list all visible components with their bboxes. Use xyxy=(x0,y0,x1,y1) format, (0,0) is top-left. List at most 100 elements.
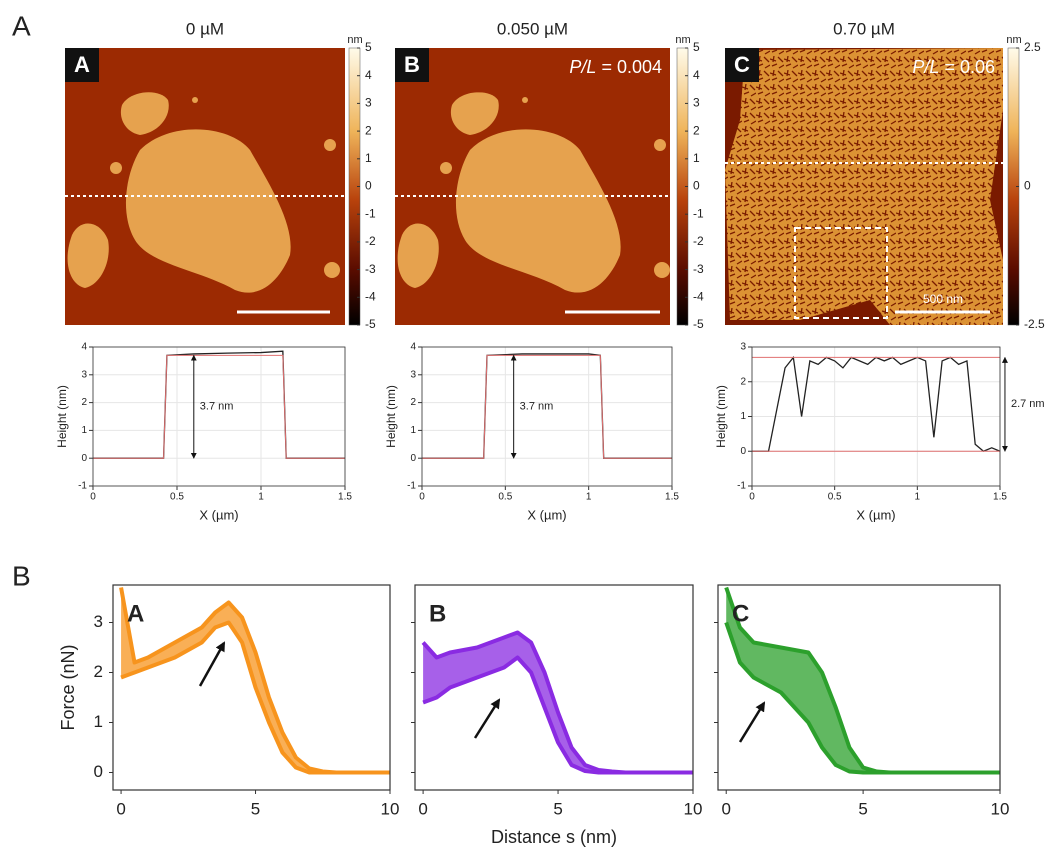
plot-frame xyxy=(421,346,673,487)
y-tick-label: 2 xyxy=(81,397,87,408)
x-tick-label: 0.5 xyxy=(828,492,842,503)
afm-images xyxy=(65,47,1020,326)
colorbar-tick-label: -2 xyxy=(365,234,376,248)
arrow xyxy=(198,641,226,687)
force-band xyxy=(726,587,1000,773)
colorbar-tick-label: 1 xyxy=(693,151,700,165)
y-tick-label: 3 xyxy=(94,612,103,631)
force-edge xyxy=(724,621,1000,775)
colorbar-tick-label: -4 xyxy=(693,289,704,303)
y-tick-label: 0 xyxy=(81,453,87,464)
annotation-text: 3.7 nm xyxy=(520,401,554,413)
image-title: 0 µM xyxy=(186,19,224,38)
y-tick-label: 0 xyxy=(410,453,416,464)
x-tick-label: 1.5 xyxy=(993,492,1007,503)
x-tick-label: 5 xyxy=(858,799,867,818)
y-tick-label: 0 xyxy=(740,446,746,457)
x-tick-label: 0.5 xyxy=(170,492,184,503)
x-tick-label: 10 xyxy=(991,799,1010,818)
arrow xyxy=(738,701,766,743)
colorbar-tick-label: -5 xyxy=(693,317,704,331)
y-tick-label: 3 xyxy=(740,342,746,353)
x-tick-label: 0 xyxy=(90,492,96,503)
x-tick-label: 0 xyxy=(721,799,730,818)
label-box xyxy=(395,48,429,82)
colorbar-unit: nm xyxy=(347,34,362,46)
x-tick-label: 0 xyxy=(419,492,425,503)
panel-label: A xyxy=(127,600,144,627)
ratio-symbol: P/L xyxy=(912,57,939,77)
ratio-text: = 0.06 xyxy=(944,57,995,77)
colorbar-tick-label: 3 xyxy=(365,96,372,110)
colorbar-tick-label: -3 xyxy=(365,262,376,276)
colorbar-tick-label: 2 xyxy=(693,123,700,137)
panel-label: B xyxy=(429,600,446,627)
image-label: C xyxy=(734,52,750,77)
y-tick-label: 2 xyxy=(740,376,746,387)
x-label: X (µm) xyxy=(856,507,895,522)
y-tick-label: 2 xyxy=(410,397,416,408)
x-tick-label: 1.5 xyxy=(665,492,679,503)
x-tick-label: 1 xyxy=(258,492,264,503)
colorbar-tick-label: -2 xyxy=(693,234,704,248)
colorbar-tick-label: 1 xyxy=(365,151,372,165)
plot-frame xyxy=(414,584,694,791)
fibrils xyxy=(725,48,1003,325)
force-edge xyxy=(119,587,390,775)
image-label: A xyxy=(74,52,90,77)
force-edge xyxy=(120,620,390,775)
panel-label: C xyxy=(732,600,749,627)
force-edge xyxy=(422,655,693,775)
y-tick-label: 1 xyxy=(410,425,416,436)
plot-frame xyxy=(92,346,346,487)
colorbar-tick-label: -5 xyxy=(365,317,376,331)
force-band xyxy=(423,632,693,773)
colorbar-tick-label: 0 xyxy=(1024,179,1031,193)
plot-frame xyxy=(112,584,391,791)
y-tick-label: 3 xyxy=(410,369,416,380)
y-label: Height (nm) xyxy=(384,385,398,448)
x-tick-label: 0 xyxy=(749,492,755,503)
image-title: 0.050 µM xyxy=(497,19,568,38)
y-label: Height (nm) xyxy=(55,385,69,448)
y-tick-label: 4 xyxy=(410,342,416,353)
colorbar-tick-label: 3 xyxy=(693,96,700,110)
profile-line xyxy=(422,354,672,459)
colorbar-unit: nm xyxy=(675,34,690,46)
annotation-text: 3.7 nm xyxy=(200,401,234,413)
y-tick-label: 1 xyxy=(81,425,87,436)
ratio-symbol: P/L xyxy=(569,57,596,77)
colorbar-tick-label: 2 xyxy=(365,123,372,137)
y-tick-label: 3 xyxy=(81,369,87,380)
arrow xyxy=(473,698,501,739)
x-tick-label: 1.5 xyxy=(338,492,352,503)
x-tick-label: 0.5 xyxy=(498,492,512,503)
y-tick-label: -1 xyxy=(737,481,746,492)
y-tick-label: 0 xyxy=(94,762,103,781)
x-tick-label: 0 xyxy=(116,799,125,818)
x-label: Distance s (nm) xyxy=(491,827,617,847)
y-tick-label: 1 xyxy=(740,411,746,422)
y-tick-label: -1 xyxy=(78,481,87,492)
ratio: P/L = 0.004 xyxy=(569,57,662,77)
image-title: 0.70 µM xyxy=(833,19,895,38)
y-tick-label: 4 xyxy=(81,342,87,353)
x-tick-label: 5 xyxy=(553,799,562,818)
y-label: Height (nm) xyxy=(714,385,728,448)
figure-label: B xyxy=(12,560,31,591)
colorbar-tick-label: -1 xyxy=(365,206,376,220)
x-label: X (µm) xyxy=(527,507,566,522)
colorbar-tick-label: 4 xyxy=(693,68,700,82)
colorbar-tick-label: -3 xyxy=(693,262,704,276)
scale-label: 500 nm xyxy=(923,292,963,306)
y-tick-label: -1 xyxy=(407,481,416,492)
colorbar-tick-label: 2.5 xyxy=(1024,40,1041,54)
colorbar-tick-label: 0 xyxy=(693,179,700,193)
label-box xyxy=(65,48,99,82)
colorbar-unit: nm xyxy=(1006,34,1021,46)
x-tick-label: 10 xyxy=(684,799,703,818)
x-tick-label: 0 xyxy=(418,799,427,818)
annotation-text: 2.7 nm xyxy=(1011,398,1045,410)
colorbar-tick-label: 5 xyxy=(365,40,372,54)
